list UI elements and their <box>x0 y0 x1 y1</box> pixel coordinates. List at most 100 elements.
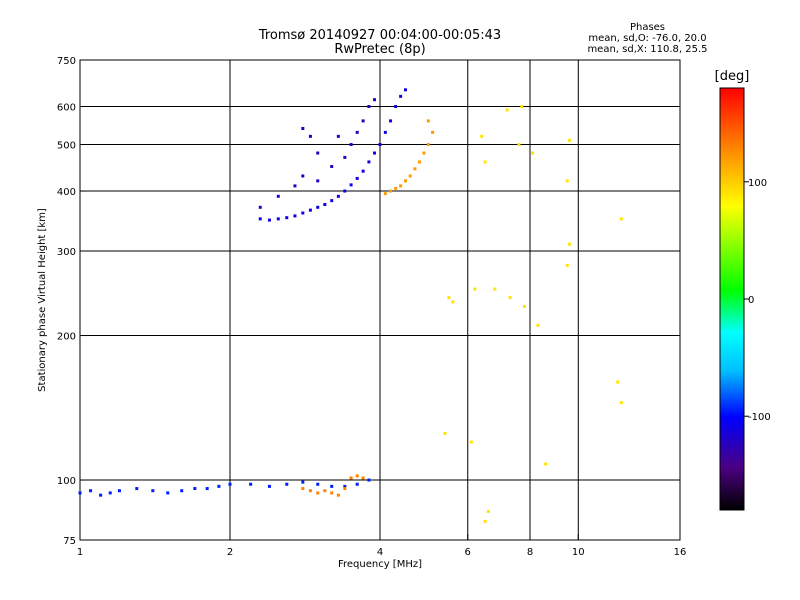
data-point <box>308 134 312 138</box>
data-point <box>389 189 393 193</box>
data-point <box>336 493 340 497</box>
x-tick-label: 8 <box>527 547 533 558</box>
y-tick-label: 600 <box>57 103 76 114</box>
data-point <box>431 130 435 134</box>
data-point <box>151 489 155 493</box>
data-point <box>336 134 340 138</box>
data-point <box>508 296 512 300</box>
data-point <box>565 179 569 183</box>
data-point <box>361 476 365 480</box>
data-point <box>399 184 403 188</box>
data-point <box>389 119 393 123</box>
colorbar-ticks: 100 0 -100 <box>744 178 771 423</box>
data-point <box>117 489 121 493</box>
data-point <box>567 138 571 142</box>
y-tick-label: 200 <box>57 332 76 343</box>
data-point <box>394 105 398 109</box>
data-point <box>619 401 623 405</box>
data-point <box>301 126 305 130</box>
data-point <box>355 176 359 180</box>
data-point <box>330 484 334 488</box>
data-point <box>349 476 353 480</box>
data-point <box>285 216 289 220</box>
colorbar <box>719 87 745 511</box>
x-tick-label: 2 <box>227 547 233 558</box>
y-ticks: 75 100 200 300 400 500 600 750 <box>57 56 86 547</box>
data-point <box>308 208 312 212</box>
y-tick-label: 400 <box>57 187 76 198</box>
data-point <box>330 491 334 495</box>
data-point <box>323 489 327 493</box>
data-point <box>361 169 365 173</box>
data-point <box>228 482 232 486</box>
data-point <box>205 487 209 491</box>
data-point <box>330 199 334 203</box>
data-point <box>301 480 305 484</box>
x-tick-label: 10 <box>572 547 585 558</box>
data-point <box>323 202 327 206</box>
x-tick-label: 6 <box>465 547 471 558</box>
chart-title: Tromsø 20140927 00:04:00-00:05:43 <box>258 28 502 43</box>
data-point <box>505 108 509 112</box>
data-point <box>443 432 447 436</box>
data-point <box>166 491 170 495</box>
data-point <box>301 211 305 215</box>
phase-stats-x: mean, sd,X: 110.8, 25.5 <box>587 44 708 55</box>
data-point <box>399 94 403 98</box>
data-point <box>422 151 426 155</box>
data-point <box>78 491 82 495</box>
data-point <box>355 130 359 134</box>
x-tick-label: 4 <box>377 547 383 558</box>
data-point <box>531 151 535 155</box>
data-point <box>367 160 371 164</box>
data-point <box>451 300 455 304</box>
data-point <box>544 462 548 466</box>
data-point <box>616 380 620 384</box>
data-point <box>355 474 359 478</box>
data-point <box>316 205 320 209</box>
data-point <box>293 214 297 218</box>
colorbar-tick-label: -100 <box>748 412 771 423</box>
data-point <box>267 484 271 488</box>
y-tick-label: 750 <box>57 56 76 67</box>
data-point <box>383 130 387 134</box>
data-point <box>285 482 289 486</box>
data-point <box>343 487 347 491</box>
y-axis-label: Stationary phase Virtual Height [km] <box>37 208 48 392</box>
data-point <box>349 183 353 187</box>
y-tick-label: 500 <box>57 141 76 152</box>
data-point <box>483 519 487 523</box>
data-point <box>403 88 407 92</box>
data-point <box>565 263 569 267</box>
data-point <box>480 134 484 138</box>
data-point <box>99 493 103 497</box>
data-point <box>367 478 371 482</box>
y-tick-label: 100 <box>57 476 76 487</box>
data-point <box>486 509 490 513</box>
data-point <box>89 489 93 493</box>
data-point <box>483 160 487 164</box>
y-tick-label: 300 <box>57 247 76 258</box>
data-point <box>135 487 139 491</box>
data-point <box>293 184 297 188</box>
data-point <box>349 143 353 147</box>
data-point <box>301 174 305 178</box>
data-point <box>408 174 412 178</box>
data-point <box>336 194 340 198</box>
phase-stats: Phases mean, sd,O: -76.0, 20.0 mean, sd,… <box>560 22 735 55</box>
x-axis-label: Frequency [MHz] <box>338 559 422 570</box>
x-tick-label: 16 <box>674 547 687 558</box>
phase-stats-title: Phases <box>629 22 666 33</box>
colorbar-label: [deg] <box>715 69 750 84</box>
data-point <box>343 155 347 159</box>
x-tick-label: 1 <box>77 547 83 558</box>
data-point <box>567 242 571 246</box>
data-point <box>473 287 477 291</box>
data-point <box>316 179 320 183</box>
colorbar-tick-label: 100 <box>748 178 767 189</box>
data-point <box>276 217 280 221</box>
phase-stats-o: mean, sd,O: -76.0, 20.0 <box>588 33 707 44</box>
data-point <box>343 189 347 193</box>
data-point <box>426 143 430 147</box>
